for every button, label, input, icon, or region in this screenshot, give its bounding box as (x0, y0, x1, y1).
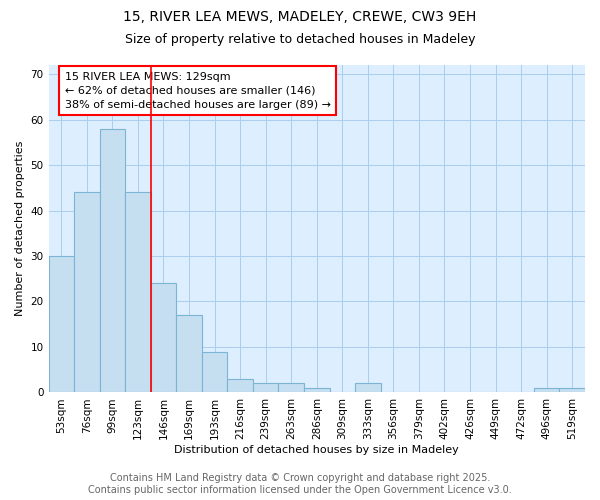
Bar (125, 192, 151, 392)
Bar (176, 315, 202, 392)
Bar (355, 384, 380, 392)
Text: 15, RIVER LEA MEWS, MADELEY, CREWE, CW3 9EH: 15, RIVER LEA MEWS, MADELEY, CREWE, CW3 … (124, 10, 476, 24)
X-axis label: Distribution of detached houses by size in Madeley: Distribution of detached houses by size … (175, 445, 459, 455)
Bar (304, 388, 329, 392)
Bar (151, 284, 176, 393)
Bar (100, 128, 125, 392)
Bar (253, 384, 278, 392)
Y-axis label: Number of detached properties: Number of detached properties (15, 141, 25, 316)
Bar (49, 256, 74, 392)
Text: 15 RIVER LEA MEWS: 129sqm
← 62% of detached houses are smaller (146)
38% of semi: 15 RIVER LEA MEWS: 129sqm ← 62% of detac… (65, 72, 331, 110)
Bar (74, 192, 100, 392)
Bar (202, 352, 227, 393)
Text: Size of property relative to detached houses in Madeley: Size of property relative to detached ho… (125, 32, 475, 46)
Bar (278, 384, 304, 392)
Text: Contains HM Land Registry data © Crown copyright and database right 2025.
Contai: Contains HM Land Registry data © Crown c… (88, 474, 512, 495)
Bar (227, 379, 253, 392)
Bar (534, 388, 559, 392)
Bar (559, 388, 585, 392)
